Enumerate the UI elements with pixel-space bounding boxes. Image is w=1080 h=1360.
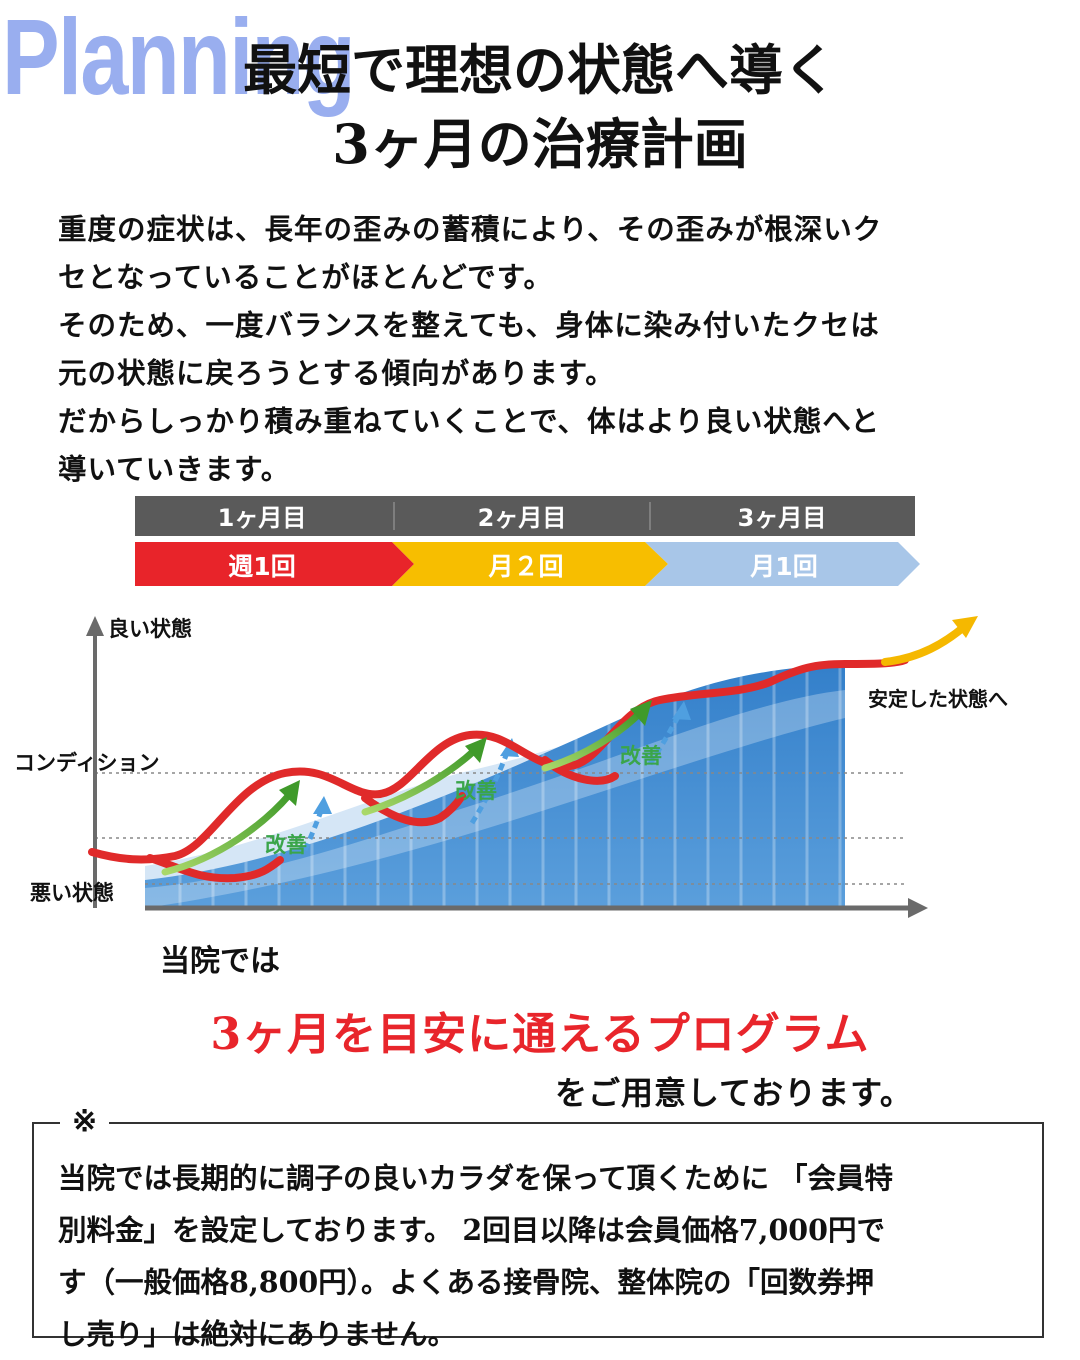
x-axis-arrowhead <box>908 898 928 918</box>
improve-arrow <box>161 790 294 876</box>
improve-label: 改善 <box>620 744 662 768</box>
improve-trend-arrowhead <box>672 701 691 720</box>
note-text: 当院では長期的に調子の良いカラダを保って頂くために 「会員特 別料金」を設定して… <box>58 1152 1028 1360</box>
intro-line: 元の状態に戻ろうとする傾向があります。 <box>58 356 615 390</box>
improve-arrow-head <box>465 737 487 763</box>
note-line: 当院では長期的に調子の良いカラダを保って頂くために 「会員特 <box>58 1161 893 1195</box>
frequency-phase-1 <box>135 542 414 586</box>
program-lead-text: 当院では <box>160 944 280 979</box>
intro-line: 導いていきます。 <box>58 452 291 486</box>
note-box <box>32 1122 1044 1338</box>
improve-label: 改善 <box>455 779 497 803</box>
improve-label: 改善 <box>265 833 307 857</box>
program-tail-text: をご用意しております。 <box>555 1074 913 1112</box>
frequency-phase-3 <box>645 542 920 586</box>
condition-curve <box>88 656 909 864</box>
end-curve <box>881 622 969 666</box>
end-state-label: 安定した状態へ <box>868 687 1008 711</box>
month-header-bar <box>135 496 915 536</box>
y-axis-top-label: 良い状態 <box>108 617 192 641</box>
improve-arrow <box>541 709 644 772</box>
note-line: 別料金」を設定しております。 2回目以降は会員価格7,000円で <box>58 1213 885 1247</box>
intro-line: 重度の症状は、長年の歪みの蓄積により、その歪みが根深いク <box>58 212 883 246</box>
improve-arrow <box>361 746 479 816</box>
page-title-line1: 最短で理想の状態へ導く <box>243 38 837 102</box>
frequency-label-1: 週1回 <box>228 552 295 581</box>
improve-trend-arrowhead <box>313 796 332 814</box>
intro-line: セとなっていることがほとんどです。 <box>58 260 553 294</box>
dip-curve <box>146 854 284 883</box>
note-mark: ※ <box>60 1104 110 1139</box>
improve-arrow-head <box>279 780 300 806</box>
intro-line: そのため、一度バランスを整えても、身体に染み付いたクセは <box>58 308 880 342</box>
note-line: し売り」は絶対にありません。 <box>58 1317 457 1351</box>
area-soft-wave <box>145 690 845 908</box>
y-axis-label: コンディション <box>14 751 160 775</box>
dip-curve <box>361 792 466 827</box>
improve-arrow-head <box>630 700 652 726</box>
frequency-label-3: 月1回 <box>749 552 817 581</box>
frequency-phase-2 <box>392 542 668 586</box>
planning-decoration: Planning <box>2 0 356 117</box>
program-highlight: 3ヶ月を目安に通えるプログラム <box>210 1009 870 1060</box>
page-title-line2: 3ヶ月の治療計画 <box>332 112 748 176</box>
frequency-label-2: 月２回 <box>487 552 563 581</box>
note-line: す（一般価格8,800円）。よくある接骨院、整体院の「回数券押 <box>58 1265 874 1299</box>
intro-paragraph: 重度の症状は、長年の歪みの蓄積により、その歪みが根深いク セとなっていることがほ… <box>58 205 1008 493</box>
y-axis-bottom-label: 悪い状態 <box>30 881 114 905</box>
month-label-1: 1ヶ月目 <box>218 504 307 532</box>
end-curve-arrowhead <box>952 616 978 638</box>
month-label-2: 2ヶ月目 <box>478 504 567 532</box>
y-axis-arrowhead <box>86 616 104 636</box>
treatment-plan-diagram: 1ヶ月目 2ヶ月目 3ヶ月目 週1回 月２回 月1回 良 <box>14 496 1008 918</box>
intro-line: だからしっかり積み重ねていくことで、体はより良い状態へと <box>58 404 881 438</box>
month-label-3: 3ヶ月目 <box>738 504 827 532</box>
